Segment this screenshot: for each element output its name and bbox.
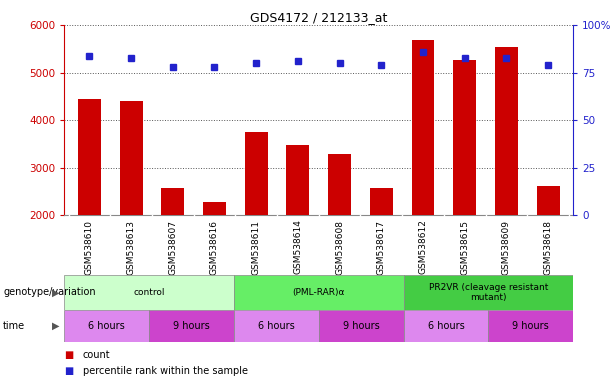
Text: GSM538616: GSM538616 (210, 220, 219, 275)
Text: GSM538607: GSM538607 (169, 220, 177, 275)
Text: ■: ■ (64, 366, 74, 376)
Text: GSM538613: GSM538613 (127, 220, 135, 275)
Text: 9 hours: 9 hours (343, 321, 379, 331)
Text: count: count (83, 350, 110, 360)
Text: 6 hours: 6 hours (428, 321, 464, 331)
Bar (234, 310, 319, 342)
Text: percentile rank within the sample: percentile rank within the sample (83, 366, 248, 376)
Text: GSM538610: GSM538610 (85, 220, 94, 275)
Text: (PML-RAR)α: (PML-RAR)α (292, 288, 345, 297)
Bar (403, 310, 489, 342)
Text: ▶: ▶ (52, 287, 59, 298)
Text: ■: ■ (64, 350, 74, 360)
Bar (234, 275, 403, 310)
Bar (489, 310, 573, 342)
Text: PR2VR (cleavage resistant
mutant): PR2VR (cleavage resistant mutant) (428, 283, 548, 302)
Text: 9 hours: 9 hours (512, 321, 549, 331)
Bar (536, 186, 560, 310)
Text: 6 hours: 6 hours (258, 321, 295, 331)
Bar (161, 188, 185, 310)
Text: GSM538608: GSM538608 (335, 220, 344, 275)
Text: GSM538618: GSM538618 (544, 220, 553, 275)
Text: time: time (3, 321, 25, 331)
Bar (78, 99, 101, 310)
Text: 6 hours: 6 hours (88, 321, 125, 331)
Text: GSM538614: GSM538614 (294, 220, 302, 275)
Text: GSM538609: GSM538609 (502, 220, 511, 275)
Bar (149, 310, 234, 342)
Text: ▶: ▶ (52, 321, 59, 331)
Bar (328, 154, 351, 310)
Bar (495, 47, 518, 310)
Text: GSM538615: GSM538615 (460, 220, 469, 275)
Bar (453, 60, 476, 310)
Text: GSM538611: GSM538611 (252, 220, 261, 275)
Text: 9 hours: 9 hours (173, 321, 210, 331)
Bar (120, 101, 143, 310)
Bar (64, 310, 149, 342)
Bar (203, 202, 226, 310)
Title: GDS4172 / 212133_at: GDS4172 / 212133_at (250, 11, 387, 24)
Text: GSM538612: GSM538612 (419, 220, 427, 275)
Bar (245, 132, 268, 310)
Bar (64, 275, 234, 310)
Text: control: control (134, 288, 165, 297)
Bar (411, 40, 435, 310)
Bar (370, 188, 393, 310)
Text: genotype/variation: genotype/variation (3, 287, 96, 298)
Bar (403, 275, 573, 310)
Bar (319, 310, 403, 342)
Bar (286, 145, 310, 310)
Text: GSM538617: GSM538617 (377, 220, 386, 275)
